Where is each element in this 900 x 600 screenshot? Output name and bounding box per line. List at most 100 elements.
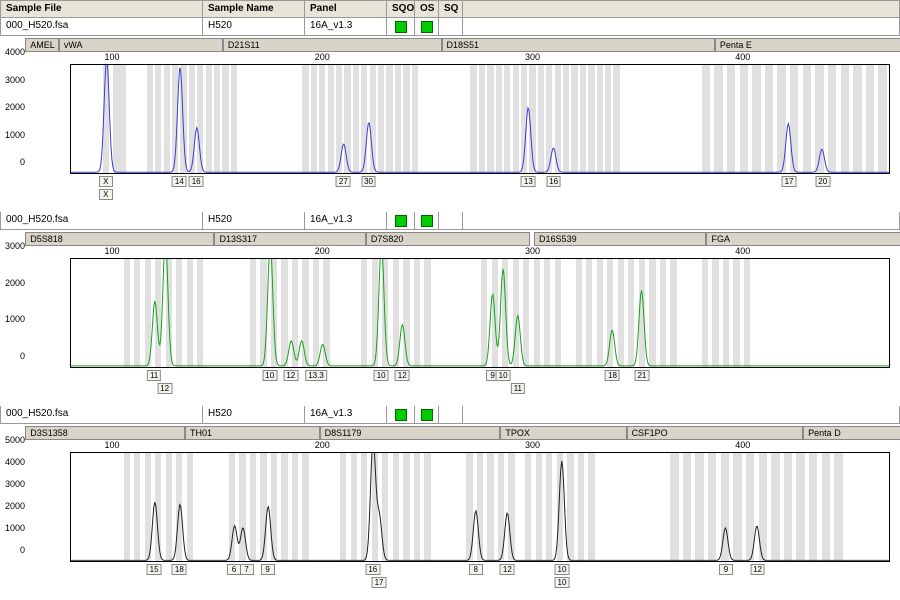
y-tick-label: 5000 [0, 435, 25, 445]
locus-bar: D5S818D13S317D7S820D16S539FGA [0, 230, 900, 246]
electropherogram-panel: 000_H520.fsaH52016A_v1.3D3S1358TH01D8S11… [0, 406, 900, 590]
sq-indicator [439, 18, 463, 35]
plot-area [70, 258, 890, 368]
allele-call: 30 [361, 176, 376, 187]
allele-call: 12 [500, 564, 515, 575]
x-tick-label: 200 [315, 246, 330, 256]
status-icon [395, 21, 407, 33]
allele-call: 10 [374, 370, 389, 381]
sqo-indicator [387, 18, 415, 35]
x-tick-label: 300 [525, 52, 540, 62]
panel-value: 16A_v1.3 [305, 406, 387, 423]
allele-call: 18 [605, 370, 620, 381]
col-sample-name: Sample Name [203, 1, 305, 17]
sample-file-value: 000_H520.fsa [1, 18, 203, 35]
allele-call: 11 [147, 370, 161, 381]
allele-call: 16 [546, 176, 561, 187]
x-tick-label: 300 [525, 246, 540, 256]
os-indicator [415, 212, 439, 229]
x-tick-label: 100 [105, 246, 120, 256]
x-tick-label: 400 [735, 440, 750, 450]
col-sq: SQ [439, 1, 463, 17]
os-indicator [415, 406, 439, 423]
allele-call: 15 [147, 564, 162, 575]
column-header-row: Sample File Sample Name Panel SQO OS SQ [0, 0, 900, 18]
col-sample-file: Sample File [1, 1, 203, 17]
status-icon [421, 215, 433, 227]
sqo-indicator [387, 212, 415, 229]
locus-label: CSF1PO [627, 426, 804, 440]
trace-plot [71, 259, 889, 367]
x-tick-label: 300 [525, 440, 540, 450]
y-tick-label: 3000 [0, 479, 25, 489]
allele-call: 16 [189, 176, 204, 187]
allele-call: 16 [365, 564, 380, 575]
x-tick-label: 400 [735, 52, 750, 62]
locus-label: AMEL [25, 38, 59, 52]
plot-area [70, 452, 890, 562]
allele-call: X [99, 189, 113, 200]
allele-call: 12 [283, 370, 298, 381]
allele-call: 9 [719, 564, 733, 575]
sample-name-value: H520 [203, 406, 305, 423]
locus-label: vWA [59, 38, 223, 52]
allele-call: 12 [395, 370, 410, 381]
locus-bar: D3S1358TH01D8S1179TPOXCSF1POPenta D [0, 424, 900, 440]
x-tick-label: 400 [735, 246, 750, 256]
y-tick-label: 2000 [0, 501, 25, 511]
allele-call: 13.3 [305, 370, 327, 381]
y-tick-label: 0 [0, 157, 25, 167]
allele-call: 21 [634, 370, 649, 381]
chart-container: 10020030040001000200030001112101213.3101… [70, 246, 890, 396]
electropherogram-panel: 000_H520.fsaH52016A_v1.3D5S818D13S317D7S… [0, 212, 900, 396]
y-tick-label: 0 [0, 545, 25, 555]
sample-info-row: 000_H520.fsaH52016A_v1.3 [0, 406, 900, 424]
y-tick-label: 4000 [0, 47, 25, 57]
locus-label: D13S317 [214, 232, 365, 246]
chart-container: 1002003004000100020003000400050001518679… [70, 440, 890, 590]
locus-bar: AMELvWAD21S11D18S51Penta E [0, 36, 900, 52]
allele-call: 9 [261, 564, 275, 575]
locus-label: D21S11 [223, 38, 442, 52]
x-axis: 100200300400 [70, 440, 890, 452]
sq-indicator [439, 406, 463, 423]
status-icon [421, 409, 433, 421]
locus-label: D7S820 [366, 232, 530, 246]
col-sqo: SQO [387, 1, 415, 17]
allele-call: 27 [336, 176, 351, 187]
y-tick-label: 4000 [0, 457, 25, 467]
allele-call: 7 [240, 564, 254, 575]
sq-indicator [439, 212, 463, 229]
locus-label: D18S51 [442, 38, 715, 52]
x-axis: 100200300400 [70, 52, 890, 64]
locus-label: Penta D [803, 426, 900, 440]
locus-label: D3S1358 [25, 426, 185, 440]
sample-name-value: H520 [203, 18, 305, 35]
plot-area [70, 64, 890, 174]
panel-value: 16A_v1.3 [305, 18, 387, 35]
trace-plot [71, 453, 889, 561]
panel-value: 16A_v1.3 [305, 212, 387, 229]
y-tick-label: 1000 [0, 314, 25, 324]
sample-name-value: H520 [203, 212, 305, 229]
allele-call: 17 [372, 577, 387, 588]
x-tick-label: 200 [315, 52, 330, 62]
trace-plot [71, 65, 889, 173]
locus-label: TPOX [500, 426, 626, 440]
x-axis: 100 200 300 400 [70, 246, 890, 258]
allele-call: 12 [157, 383, 172, 394]
y-tick-label: 3000 [0, 75, 25, 85]
status-icon [421, 21, 433, 33]
sqo-indicator [387, 406, 415, 423]
allele-call: 10 [496, 370, 511, 381]
y-tick-label: 2000 [0, 102, 25, 112]
locus-label: Penta E [715, 38, 900, 52]
allele-call: 18 [172, 564, 187, 575]
allele-call: 10 [262, 370, 277, 381]
allele-call-row: 151867916178121010912 [70, 564, 890, 590]
allele-call-row: 1112101213.31012910111821 [70, 370, 890, 396]
y-tick-label: 3000 [0, 241, 25, 251]
allele-call: 12 [750, 564, 765, 575]
allele-call: 14 [172, 176, 187, 187]
electropherogram-panel: 000_H520.fsaH52016A_v1.3AMELvWAD21S11D18… [0, 18, 900, 202]
